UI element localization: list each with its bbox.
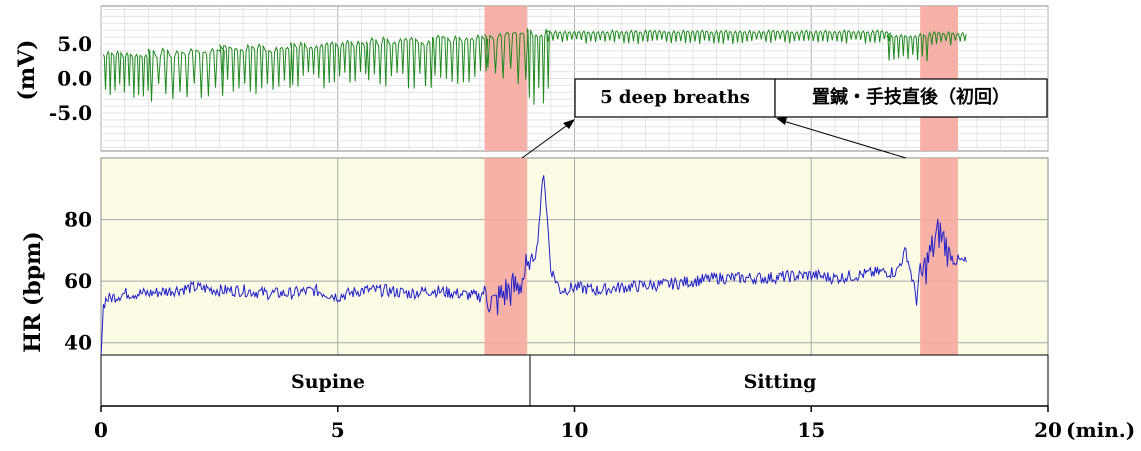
ecg-y-ticks: 5.0 0.0 -5.0 (49, 32, 92, 125)
arrowhead-needle (776, 117, 787, 125)
annotation-arrow-needle (779, 119, 907, 159)
posture-label-sitting: Sitting (744, 371, 817, 393)
x-axis-unit: (min.) (1066, 418, 1135, 442)
x-axis: 0 5 10 15 20 (min.) (94, 405, 1135, 442)
ecg-y-axis-label: (mV) (14, 39, 40, 100)
posture-bar-frame (100, 354, 1049, 407)
shaded-region-0 (484, 6, 528, 151)
hr-y-tick-label: 60 (64, 269, 92, 293)
annotation-box-deep-breaths (574, 78, 776, 118)
x-tick-label: 20 (1034, 418, 1062, 442)
hr-y-tick-label: 80 (64, 208, 92, 232)
x-tick-label: 10 (561, 418, 589, 442)
x-tick-label: 5 (331, 418, 345, 442)
annotations: 5 deep breaths 置鍼・手技直後（初回） (521, 78, 1048, 159)
posture-bar: Supine Sitting (100, 354, 1049, 407)
hr-series-line (100, 175, 967, 358)
annotation-box-needle (774, 78, 1048, 118)
ecg-series-line (102, 28, 967, 105)
x-tick-label: 0 (94, 418, 108, 442)
annotation-needle: 置鍼・手技直後（初回） (812, 86, 1010, 108)
posture-label-supine: Supine (291, 371, 365, 393)
ecg-y-tick-label: 5.0 (57, 32, 92, 56)
hr-grid (101, 158, 1048, 355)
x-ticks: 0 5 10 15 20 (94, 406, 1062, 442)
hr-y-axis-label: HR (bpm) (20, 231, 46, 353)
ecg-y-tick-label: 0.0 (57, 67, 92, 91)
annotation-deep-breaths: 5 deep breaths (600, 87, 750, 108)
annotation-arrow-deep-breaths (521, 120, 574, 159)
hr-shaded-regions (484, 158, 959, 355)
hr-y-tick-label: 40 (64, 331, 92, 355)
shaded-region-0 (484, 158, 528, 355)
arrowhead-deep-breaths (563, 119, 575, 129)
x-tick-label: 15 (797, 418, 825, 442)
hr-panel: 80 60 40 HR (bpm) (20, 157, 1049, 358)
ecg-y-tick-label: -5.0 (49, 101, 92, 125)
hr-y-ticks: 80 60 40 (64, 208, 92, 355)
